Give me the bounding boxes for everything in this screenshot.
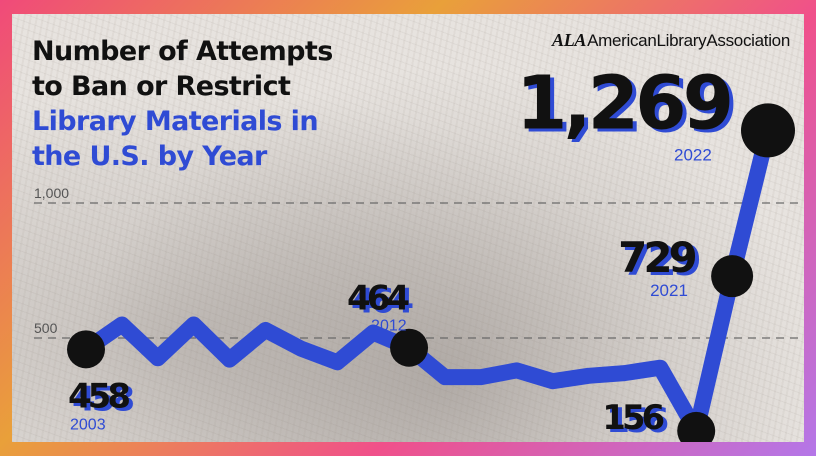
value-label-2020: 156 <box>602 398 663 438</box>
value-label-shadow-2020: 156 <box>606 401 667 441</box>
year-label-2003: 2003 <box>70 416 106 433</box>
year-label-2021: 2021 <box>650 281 688 300</box>
infographic-card: 5001,00045845820034644642012156156202072… <box>12 14 804 442</box>
ala-logo-text: AmericanLibraryAssociation <box>587 31 790 50</box>
data-point-2020 <box>677 411 716 442</box>
title-line-2: to Ban or Restrict <box>32 71 291 102</box>
data-point-2022 <box>741 103 795 158</box>
value-label-shadow-2003: 458 <box>72 379 133 419</box>
y-tick-label-1000: 1,000 <box>34 185 69 201</box>
ala-logo: ALAAmericanLibraryAssociation <box>552 30 790 51</box>
data-point-2021 <box>711 255 754 298</box>
year-label-2022: 2022 <box>674 145 712 164</box>
ala-logo-mark: ALA <box>551 30 587 50</box>
value-label-shadow-2012: 464 <box>351 282 413 322</box>
value-label-shadow-2021: 729 <box>622 236 699 285</box>
data-point-2003 <box>67 330 105 369</box>
value-label-2021: 729 <box>618 233 695 282</box>
title-line-1: Number of Attempts <box>32 36 333 67</box>
book-pages-background <box>12 14 804 442</box>
title-line-4: the U.S. by Year <box>32 141 267 172</box>
value-label-2022: 1,269 <box>516 60 730 146</box>
line-chart: 5001,00045845820034644642012156156202072… <box>34 60 804 442</box>
title-line-3: Library Materials in <box>32 106 319 137</box>
value-label-2012: 464 <box>347 279 409 319</box>
series-line <box>78 122 776 439</box>
data-point-2012 <box>390 328 429 367</box>
y-tick-label-500: 500 <box>34 320 58 336</box>
chart-title: Number of Attempts to Ban or Restrict Li… <box>32 34 333 174</box>
value-label-shadow-2022: 1,269 <box>520 63 734 149</box>
year-label-2020: 2020 <box>622 440 658 442</box>
year-label-2012: 2012 <box>371 318 407 335</box>
value-label-2003: 458 <box>68 376 129 416</box>
